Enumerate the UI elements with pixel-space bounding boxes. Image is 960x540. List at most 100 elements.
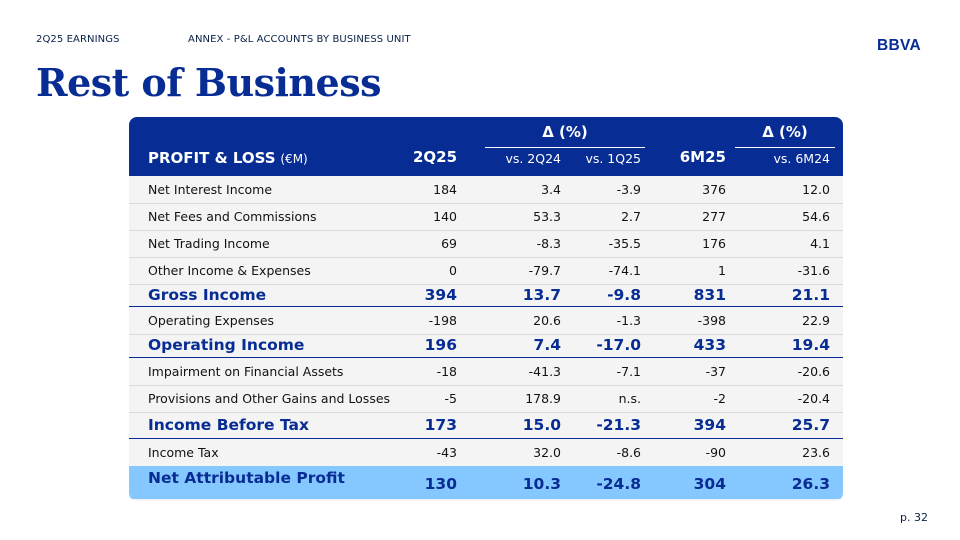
row-label: Operating Income <box>148 336 305 354</box>
table-row: Other Income & Expenses 0 -79.7 -74.1 1 -31.6 <box>129 257 843 285</box>
row-label: Income Tax <box>148 445 219 460</box>
row-label: Other Income & Expenses <box>148 263 311 278</box>
cell-d1: 15.0 <box>522 416 561 434</box>
table-row: Operating Expenses -198 20.6 -1.3 -398 22.9 <box>129 307 843 335</box>
cell-d2: -17.0 <box>596 336 641 354</box>
cell-d1: -79.7 <box>528 263 561 278</box>
table-row: Operating Income 196 7.4 -17.0 433 19.4 <box>129 334 843 358</box>
cell-d1: 20.6 <box>533 313 561 328</box>
cell-q: 173 <box>424 416 457 434</box>
row-label: Provisions and Other Gains and Losses <box>148 391 391 406</box>
cell-d3: 19.4 <box>791 336 830 354</box>
delta-header-quarter: Δ (%) <box>542 123 588 141</box>
pl-heading: PROFIT & LOSS (€M) <box>148 149 308 167</box>
subsection-label: ANNEX - P&L ACCOUNTS BY BUSINESS UNIT <box>188 34 411 45</box>
col-vs-2q24: vs. 2Q24 <box>505 151 561 166</box>
cell-d2: -7.1 <box>616 364 641 379</box>
cell-q: -43 <box>436 445 457 460</box>
cell-q: 394 <box>424 286 457 304</box>
table-row: Income Tax -43 32.0 -8.6 -90 23.6 <box>129 439 843 467</box>
table-row: Net Attributable Profit 130 10.3 -24.8 304 26… <box>129 466 843 499</box>
cell-q: -18 <box>436 364 457 379</box>
delta-header-half: Δ (%) <box>762 123 808 141</box>
delta-divider-quarter <box>485 147 645 148</box>
cell-d2: -9.8 <box>607 286 641 304</box>
cell-d1: 7.4 <box>533 336 561 354</box>
cell-d1: -41.3 <box>528 364 561 379</box>
cell-q: 140 <box>433 209 457 224</box>
cell-h: -90 <box>705 445 726 460</box>
bbva-logo: BBVA <box>877 37 921 52</box>
row-label: Gross Income <box>148 286 267 304</box>
cell-d1: 178.9 <box>525 391 561 406</box>
cell-d2: 2.7 <box>621 209 641 224</box>
cell-d3: -20.6 <box>797 364 830 379</box>
table-row: Provisions and Other Gains and Losses -5 1… <box>129 385 843 413</box>
cell-d1: 53.3 <box>533 209 561 224</box>
cell-d2: -8.6 <box>616 445 641 460</box>
cell-d1: 13.7 <box>522 286 561 304</box>
row-label: Net Attributable Profit <box>148 469 345 487</box>
table-row: Gross Income 394 13.7 -9.8 831 21.1 <box>129 284 843 307</box>
cell-h: -398 <box>697 313 726 328</box>
col-2q25: 2Q25 <box>412 148 457 166</box>
col-6m25: 6M25 <box>679 148 726 166</box>
svg-text:BBVA: BBVA <box>877 37 921 52</box>
cell-d2: n.s. <box>618 391 641 406</box>
cell-q: 196 <box>424 336 457 354</box>
cell-d1: -8.3 <box>536 236 561 251</box>
cell-q: 184 <box>433 182 457 197</box>
cell-d3: 26.3 <box>791 475 830 493</box>
cell-d2: -24.8 <box>596 475 641 493</box>
cell-q: 130 <box>424 475 457 493</box>
row-label: Operating Expenses <box>148 313 275 328</box>
table-row: Income Before Tax 173 15.0 -21.3 394 25.7 <box>129 412 843 439</box>
cell-h: 831 <box>693 286 726 304</box>
cell-h: 433 <box>693 336 726 354</box>
cell-d3: 54.6 <box>802 209 830 224</box>
cell-d1: 32.0 <box>533 445 561 460</box>
cell-h: 176 <box>702 236 726 251</box>
cell-d1: 10.3 <box>522 475 561 493</box>
table-row: Net Interest Income 184 3.4 -3.9 376 12.0 <box>129 176 843 204</box>
cell-h: 304 <box>693 475 726 493</box>
cell-h: 376 <box>702 182 726 197</box>
cell-d2: -1.3 <box>616 313 641 328</box>
cell-d2: -3.9 <box>616 182 641 197</box>
col-vs-6m24: vs. 6M24 <box>773 151 830 166</box>
delta-divider-half <box>735 147 835 148</box>
table-row: Impairment on Financial Assets -18 -41.3 -7… <box>129 358 843 386</box>
cell-d3: -31.6 <box>797 263 830 278</box>
cell-d3: 4.1 <box>810 236 830 251</box>
row-label: Net Trading Income <box>148 236 270 251</box>
cell-d2: -74.1 <box>608 263 641 278</box>
pl-table: Δ (%) Δ (%) PROFIT & LOSS (€M) 2Q25 vs. … <box>129 117 843 501</box>
cell-d1: 3.4 <box>541 182 561 197</box>
cell-d3: 21.1 <box>791 286 830 304</box>
table-header: Δ (%) Δ (%) PROFIT & LOSS (€M) 2Q25 vs. … <box>129 117 843 176</box>
cell-d3: 12.0 <box>802 182 830 197</box>
cell-d2: -21.3 <box>596 416 641 434</box>
cell-h: 277 <box>702 209 726 224</box>
cell-h: 1 <box>718 263 726 278</box>
cell-d3: -20.4 <box>797 391 830 406</box>
cell-d3: 22.9 <box>802 313 830 328</box>
cell-q: 69 <box>441 236 457 251</box>
col-vs-1q25: vs. 1Q25 <box>585 151 641 166</box>
cell-h: -2 <box>713 391 726 406</box>
pl-heading-label: PROFIT & LOSS <box>148 149 276 167</box>
row-label: Income Before Tax <box>148 416 310 434</box>
pl-heading-unit: (€M) <box>280 152 308 166</box>
page-number: p. 32 <box>900 511 928 524</box>
row-label: Impairment on Financial Assets <box>148 364 344 379</box>
cell-q: -198 <box>428 313 457 328</box>
cell-d2: -35.5 <box>608 236 641 251</box>
row-label: Net Fees and Commissions <box>148 209 317 224</box>
cell-d3: 23.6 <box>802 445 830 460</box>
page-title: Rest of Business <box>36 60 382 105</box>
cell-d3: 25.7 <box>791 416 830 434</box>
table-row: Net Trading Income 69 -8.3 -35.5 176 4.1 <box>129 230 843 258</box>
cell-q: -5 <box>444 391 457 406</box>
cell-q: 0 <box>449 263 457 278</box>
cell-h: 394 <box>693 416 726 434</box>
